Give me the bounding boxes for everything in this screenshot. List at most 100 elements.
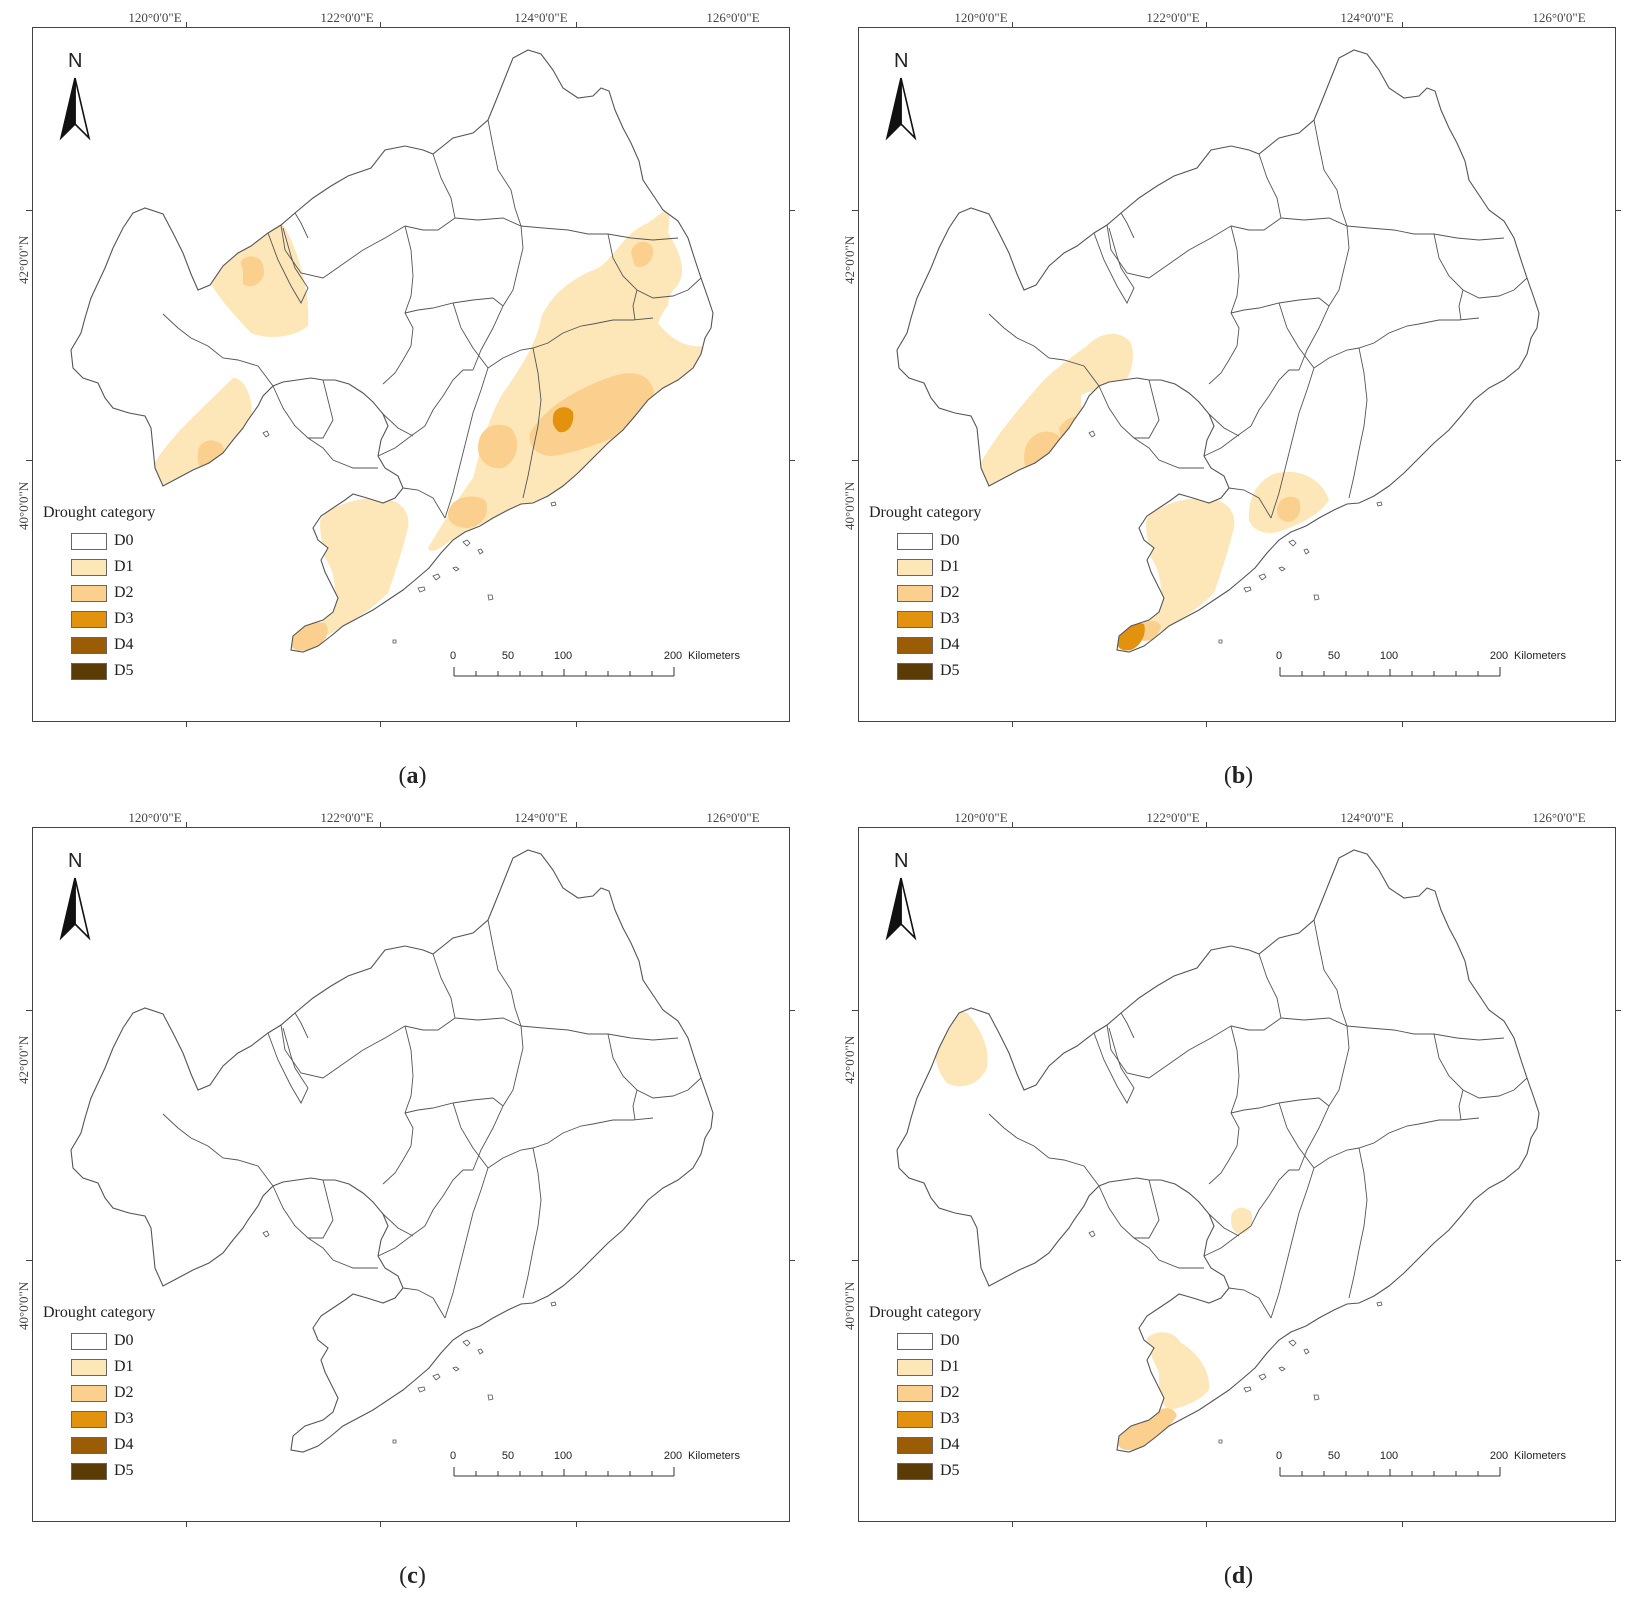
- county-border: [1228, 1287, 1272, 1319]
- province-outline: [896, 849, 1540, 1453]
- graticule-tick: [576, 1521, 577, 1527]
- legend-label: D3: [114, 610, 134, 627]
- longitude-label: 122°0'0"E: [320, 10, 374, 25]
- longitude-label: 120°0'0"E: [954, 810, 1008, 825]
- county-border: [444, 302, 489, 519]
- longitude-label: 122°0'0"E: [1146, 810, 1200, 825]
- county-border: [280, 224, 406, 279]
- county-border: [1203, 369, 1299, 457]
- county-border: [382, 1025, 414, 1185]
- county-border: [162, 1113, 274, 1187]
- north-label: N: [68, 850, 83, 872]
- legend-label: D5: [114, 1462, 134, 1479]
- legend-title: Drought category: [869, 1304, 982, 1321]
- county-border: [382, 1213, 414, 1237]
- panel-letter: a: [406, 763, 419, 789]
- legend-swatch: [71, 1462, 107, 1480]
- legend-label: D2: [114, 584, 134, 601]
- county-border: [1433, 1033, 1528, 1099]
- legend-item: D3: [897, 606, 981, 632]
- north-arrow-icon: [885, 77, 917, 141]
- drought-zone-d2: [447, 496, 488, 528]
- drought-zone-d1: [1231, 1207, 1253, 1234]
- legend-item: D0: [897, 528, 981, 554]
- legend-swatch: [71, 558, 107, 576]
- province-map: [896, 49, 1540, 653]
- longitude-label: 120°0'0"E: [128, 810, 182, 825]
- drought-zone-d2: [240, 256, 264, 287]
- legend-swatch: [897, 610, 933, 628]
- graticule-tick: [380, 1521, 381, 1527]
- longitude-label: 122°0'0"E: [1146, 10, 1200, 25]
- drought-zone-d1: [1147, 1332, 1210, 1410]
- graticule-tick: [852, 1010, 858, 1011]
- island: [1218, 639, 1223, 644]
- graticule-tick: [1012, 822, 1013, 828]
- longitude-label: 126°0'0"E: [1532, 10, 1586, 25]
- legend-swatch: [897, 1436, 933, 1454]
- island: [462, 1339, 471, 1347]
- legend-label: D3: [940, 1410, 960, 1427]
- county-border: [454, 1017, 679, 1041]
- scale-tick-label: 50: [501, 1450, 515, 1462]
- map-frame: N Drought category D0 D1 D2 D3 D4 D5 0 50 100 200 Ki…: [858, 827, 1616, 1522]
- longitude-label: 124°0'0"E: [514, 810, 568, 825]
- legend-item: D5: [897, 1458, 981, 1484]
- drought-zone-d2: [197, 440, 225, 475]
- county-border: [1106, 1024, 1232, 1079]
- island: [1303, 1348, 1310, 1355]
- legend: Drought category D0 D1 D2 D3 D4 D5: [869, 1304, 981, 1484]
- graticule-tick: [789, 1010, 795, 1011]
- county-border: [1280, 217, 1505, 241]
- graticule-tick: [186, 1521, 187, 1527]
- graticule-tick: [1206, 822, 1207, 828]
- county-border: [382, 225, 414, 385]
- map-frame: N Drought category D0 D1 D2 D3 D4 D5 0 50 100 200 Ki…: [32, 827, 790, 1522]
- county-border: [1458, 1089, 1464, 1121]
- province-map: [70, 49, 714, 653]
- island: [1218, 1439, 1223, 1444]
- county-border: [308, 379, 334, 439]
- legend-swatch: [71, 662, 107, 680]
- county-border: [272, 385, 378, 469]
- panel-caption: (b): [1223, 763, 1254, 789]
- graticule-tick: [789, 460, 795, 461]
- latitude-label: 42°0'0"N: [16, 235, 31, 284]
- legend-swatch: [897, 1462, 933, 1480]
- graticule-tick: [1402, 721, 1403, 727]
- scale-bar-line: [453, 667, 675, 677]
- county-border: [1313, 1117, 1480, 1169]
- legend-label: D3: [940, 610, 960, 627]
- county-border: [382, 413, 414, 437]
- graticule-tick: [1012, 721, 1013, 727]
- drought-zone-d2: [478, 424, 518, 469]
- scale-tick-label: 0: [449, 650, 457, 662]
- map-frame: N Drought category D0 D1 D2 D3 D4 D5 0 50 100 200 Ki…: [858, 27, 1616, 722]
- island: [417, 1386, 426, 1393]
- scale-bar-line: [1279, 667, 1501, 677]
- county-border: [1313, 119, 1348, 227]
- drought-zone-d2: [291, 622, 328, 651]
- graticule-tick: [26, 460, 32, 461]
- graticule-tick: [1615, 460, 1621, 461]
- legend-swatch: [897, 1358, 933, 1376]
- north-arrow-icon: [59, 877, 91, 941]
- county-border: [294, 1012, 309, 1039]
- county-border: [1120, 1012, 1135, 1039]
- north-arrow-icon: [885, 877, 917, 941]
- legend: Drought category D0 D1 D2 D3 D4 D5: [869, 504, 981, 684]
- county-border: [1298, 1025, 1350, 1171]
- longitude-label: 126°0'0"E: [706, 10, 760, 25]
- island: [392, 1439, 397, 1444]
- legend-label: D5: [940, 662, 960, 679]
- county-border: [522, 347, 542, 499]
- county-border: [1208, 413, 1240, 437]
- scale-tick-label: 100: [553, 1450, 573, 1462]
- county-border: [294, 212, 309, 239]
- graticule-tick: [852, 210, 858, 211]
- legend-label: D4: [940, 1436, 960, 1453]
- county-border: [1298, 225, 1350, 371]
- graticule-tick: [852, 1260, 858, 1261]
- graticule-tick: [576, 22, 577, 28]
- legend-swatch: [897, 662, 933, 680]
